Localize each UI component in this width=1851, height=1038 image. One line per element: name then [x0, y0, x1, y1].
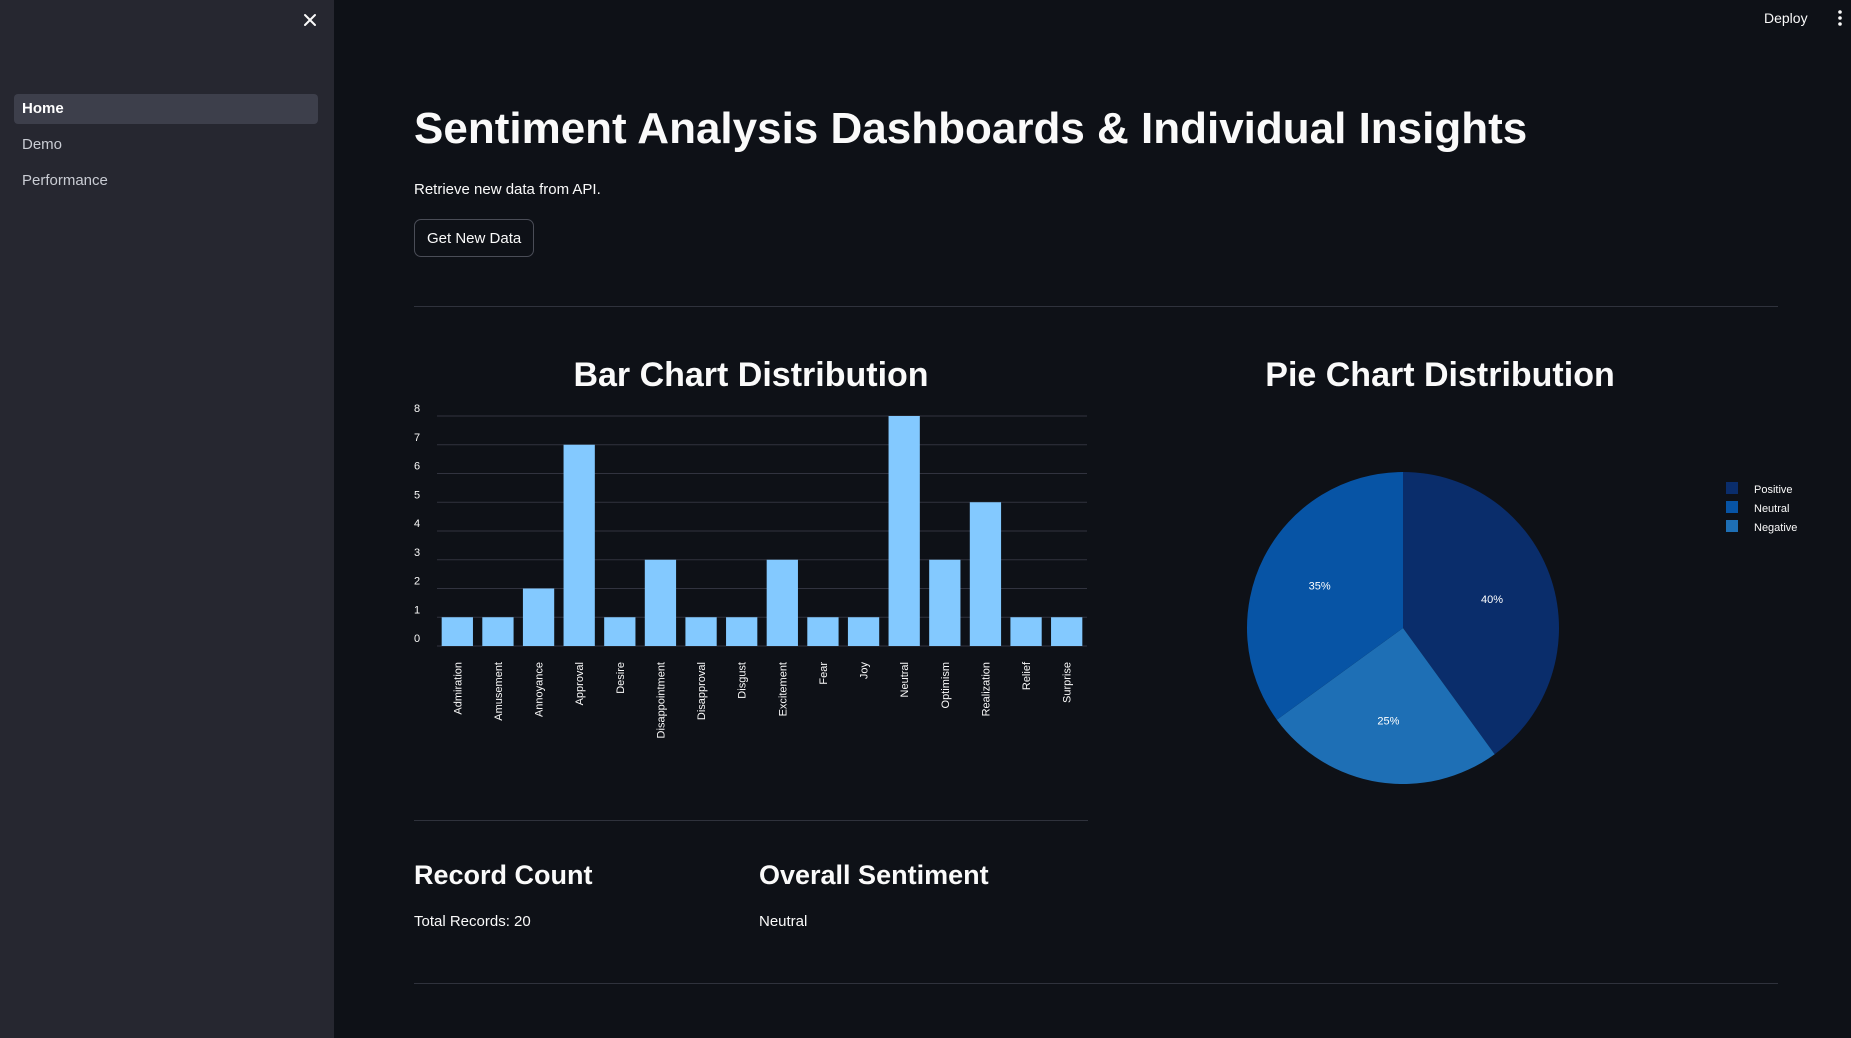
bar-optimism[interactable]: [929, 559, 961, 646]
divider-top: [414, 306, 1778, 307]
bar-approval[interactable]: [563, 444, 595, 646]
pie-legend: Positive Neutral Negative: [1726, 482, 1797, 534]
pie-slice-label: 35%: [1309, 581, 1331, 593]
pie-slice-label: 25%: [1377, 715, 1399, 727]
bar-y-tick-label: 7: [414, 432, 420, 444]
sidebar-nav: Home Demo Performance: [14, 94, 318, 202]
bar-joy[interactable]: [847, 617, 880, 646]
bar-disapproval[interactable]: [685, 617, 717, 646]
bar-chart-title: Bar Chart Distribution: [573, 356, 929, 394]
bar-x-tick-label: Amusement: [493, 662, 505, 721]
bar-desire[interactable]: [604, 617, 636, 646]
bar-disappointment[interactable]: [644, 559, 677, 646]
deploy-button[interactable]: Deploy: [1764, 10, 1808, 26]
pie-slice-positive[interactable]: [1403, 472, 1559, 755]
bar-amusement[interactable]: [482, 617, 514, 646]
bar-x-tick-label: Optimism: [940, 662, 952, 708]
bar-y-tick-label: 2: [414, 576, 420, 588]
page-title: Sentiment Analysis Dashboards & Individu…: [414, 104, 1528, 153]
bar-x-tick-label: Surprise: [1062, 662, 1074, 703]
bar-x-tick-label: Disapproval: [696, 662, 708, 720]
pie-slice-negative[interactable]: [1276, 628, 1495, 784]
bar-y-tick-label: 0: [414, 633, 420, 645]
bar-x-tick-label: Disappointment: [655, 662, 667, 738]
bar-surprise[interactable]: [1051, 617, 1083, 646]
record-count-title: Record Count: [414, 860, 593, 890]
pie-slice-neutral[interactable]: [1247, 472, 1403, 720]
divider-middle: [414, 820, 1088, 821]
overall-sentiment-title: Overall Sentiment: [759, 860, 989, 890]
bar-neutral[interactable]: [888, 416, 920, 646]
bar-x-tick-label: Annoyance: [534, 662, 546, 717]
kebab-menu-icon[interactable]: [1833, 8, 1847, 28]
sidebar-item-demo[interactable]: Demo: [22, 136, 63, 153]
sidebar-item-home[interactable]: Home: [14, 94, 318, 124]
bar-annoyance[interactable]: [522, 588, 555, 647]
bar-y-tick-label: 3: [414, 547, 420, 559]
pie-slice-label: 40%: [1481, 594, 1503, 606]
bar-y-tick-label: 5: [414, 489, 420, 501]
legend-label-neutral: Neutral: [1754, 503, 1789, 515]
legend-label-negative: Negative: [1754, 522, 1797, 534]
bar-x-tick-label: Joy: [859, 662, 871, 680]
record-count-value: Total Records: 20: [414, 913, 531, 930]
bar-y-tick-label: 4: [414, 518, 420, 530]
bar-x-tick-label: Excitement: [777, 662, 789, 716]
bar-admiration[interactable]: [441, 617, 473, 646]
bar-x-tick-label: Disgust: [737, 662, 749, 699]
bar-y-tick-label: 8: [414, 403, 420, 415]
bar-chart: 0 1 2 3 4 5 6 7 8 Admiration Amusement Annoyance App…: [414, 403, 1087, 738]
bar-fear[interactable]: [807, 617, 839, 646]
pie-chart: 40% 25% 35%: [1247, 472, 1559, 784]
page-subtitle: Retrieve new data from API.: [414, 181, 601, 198]
overall-sentiment-value: Neutral: [759, 913, 808, 930]
close-icon[interactable]: [298, 8, 322, 32]
bar-x-tick-label: Desire: [615, 662, 627, 694]
bar-x-tick-label: Relief: [1021, 661, 1033, 690]
legend-swatch-positive: [1726, 482, 1738, 494]
bar-y-tick-label: 1: [414, 604, 420, 616]
bar-disgust[interactable]: [726, 617, 758, 646]
bar-relief[interactable]: [1010, 617, 1042, 646]
bar-x-tick-label: Admiration: [452, 662, 464, 715]
bar-y-tick-label: 6: [414, 461, 420, 473]
sidebar-item-performance[interactable]: Performance: [22, 172, 108, 189]
bar-excitement[interactable]: [766, 559, 798, 646]
legend-label-positive: Positive: [1754, 484, 1793, 496]
bar-x-tick-label: Fear: [818, 662, 830, 685]
bar-x-tick-label: Neutral: [899, 662, 911, 697]
divider-bottom: [414, 983, 1778, 984]
bar-realization[interactable]: [969, 502, 1002, 646]
bar-x-tick-label: Approval: [574, 662, 586, 705]
bar-x-tick-label: Realization: [980, 662, 992, 716]
sidebar: Home Demo Performance: [0, 0, 334, 1038]
pie-chart-title: Pie Chart Distribution: [1265, 356, 1615, 394]
legend-swatch-negative: [1726, 520, 1738, 532]
legend-swatch-neutral: [1726, 501, 1738, 513]
get-new-data-button[interactable]: Get New Data: [414, 219, 535, 257]
